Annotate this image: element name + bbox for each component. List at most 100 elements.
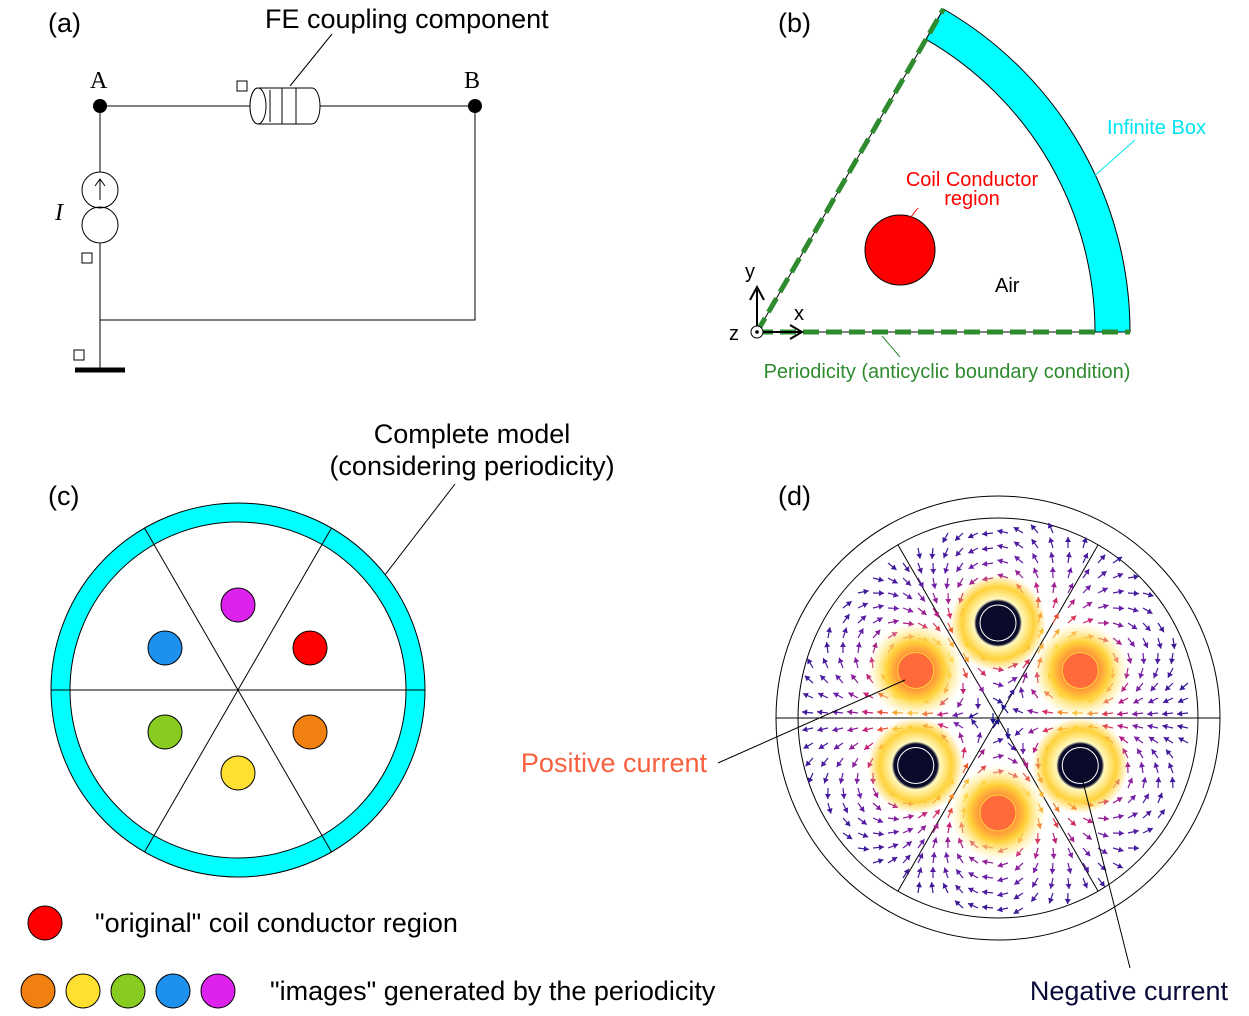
- coil-label: region: [944, 188, 1000, 210]
- field-arrow-head: [1132, 606, 1139, 613]
- field-arrow-head: [1070, 615, 1077, 622]
- field-arrow-head: [1152, 672, 1159, 679]
- field-arrow-head: [920, 825, 927, 832]
- field-arrow-head: [833, 743, 840, 750]
- field-arrow-head: [1033, 582, 1040, 588]
- field-arrow-head: [862, 726, 868, 733]
- positive-label: Positive current: [521, 748, 708, 778]
- field-arrow-head: [1050, 853, 1057, 859]
- field-arrow-head: [997, 681, 1004, 688]
- port: [236, 80, 248, 92]
- field-arrow-head: [1099, 554, 1106, 561]
- model-label: Complete model: [374, 419, 571, 449]
- field-arrow-head: [807, 777, 814, 784]
- field-arrow-head: [1102, 832, 1109, 838]
- field-arrow-head: [1178, 737, 1185, 743]
- field-arrow-head: [853, 657, 860, 663]
- field-arrow-head: [944, 837, 951, 843]
- field-arrow-head: [997, 876, 1004, 883]
- coil-label: Coil Conductor: [906, 169, 1039, 191]
- leader: [881, 335, 901, 358]
- coil-image: [292, 714, 328, 750]
- field-arrow-head: [893, 605, 899, 612]
- field-arrow-head: [956, 869, 962, 876]
- field-arrow-head: [1068, 836, 1075, 843]
- field: [801, 522, 1189, 915]
- field-arrow-head: [975, 703, 982, 709]
- field-arrow-head: [1102, 710, 1108, 717]
- negative-core: [979, 604, 1017, 642]
- field-arrow-head: [832, 726, 838, 733]
- field-arrow-head: [919, 839, 925, 845]
- field-arrow-head: [1068, 583, 1074, 590]
- wire: [99, 105, 476, 370]
- field-arrow-head: [823, 777, 829, 784]
- field-arrow-head: [1177, 723, 1183, 730]
- field-arrow-head: [845, 601, 852, 607]
- legend-swatch: [110, 973, 146, 1009]
- field-arrow-head: [968, 548, 975, 554]
- source-label: I: [54, 200, 64, 226]
- field-arrow-head: [1147, 591, 1154, 598]
- field-arrow-head: [839, 642, 846, 648]
- field-arrow-head: [952, 711, 959, 718]
- field-arrow-head: [903, 868, 909, 875]
- field-arrow-head: [1159, 809, 1165, 816]
- field-arrow-head: [1027, 708, 1033, 715]
- panel-label: (d): [778, 481, 811, 511]
- positive-core: [979, 794, 1017, 832]
- field-arrow-head: [1047, 522, 1054, 529]
- field-arrow-head: [907, 607, 914, 613]
- field-arrow-head: [1118, 813, 1124, 820]
- field-arrow-head: [856, 793, 863, 799]
- field-arrow-head: [1086, 601, 1093, 608]
- field-arrow-head: [968, 872, 975, 878]
- field-arrow-head: [818, 743, 825, 749]
- field-arrow-head: [842, 627, 848, 634]
- positive-core: [897, 652, 935, 689]
- field-arrow-head: [929, 867, 936, 873]
- field-arrow-head: [943, 867, 949, 874]
- field-arrow-head: [980, 670, 986, 676]
- legend-swatch: [200, 973, 236, 1009]
- legend-swatch: [20, 973, 56, 1009]
- field-arrow-head: [917, 567, 923, 574]
- field-arrow-head: [997, 891, 1003, 898]
- coil: [864, 214, 936, 286]
- field-arrow-head: [1147, 723, 1153, 730]
- field-arrow-head: [942, 883, 949, 889]
- field-arrow-head: [1050, 582, 1057, 588]
- field-arrow-head: [1151, 749, 1157, 755]
- field-arrow-head: [997, 528, 1003, 535]
- field-arrow-head: [978, 686, 984, 693]
- negative-core: [897, 747, 935, 784]
- field-arrow-head: [1032, 867, 1039, 873]
- axis-label: y: [745, 261, 755, 283]
- field-arrow-head: [1066, 868, 1073, 874]
- field-arrow-head: [968, 563, 975, 569]
- field-arrow-head: [957, 581, 963, 588]
- field-arrow-head: [1134, 736, 1140, 742]
- field-arrow-head: [1140, 658, 1147, 664]
- field-arrow-head: [1042, 709, 1048, 715]
- field-arrow-head: [1052, 597, 1058, 604]
- field-arrow-head: [1179, 684, 1186, 691]
- field-arrow-head: [1066, 567, 1073, 574]
- field-arrow-head: [1119, 736, 1125, 742]
- field-arrow-head: [968, 713, 975, 719]
- field-arrow-head: [916, 867, 923, 874]
- field-arrow-head: [1024, 659, 1030, 665]
- field-arrow-head: [1101, 848, 1108, 854]
- field-arrow-head: [1146, 608, 1153, 614]
- field-arrow-head: [982, 545, 988, 552]
- field-arrow-head: [1165, 749, 1172, 756]
- field-arrow-head: [1118, 588, 1124, 595]
- sector-lines: [51, 527, 425, 853]
- field-arrow-head: [875, 804, 882, 811]
- field-arrow-head: [855, 642, 862, 648]
- field-arrow-head: [1015, 570, 1021, 576]
- field-arrow-head: [921, 812, 928, 818]
- field-arrow-head: [955, 885, 962, 891]
- field-arrow-head: [907, 827, 913, 834]
- field-arrow-head: [1145, 810, 1152, 817]
